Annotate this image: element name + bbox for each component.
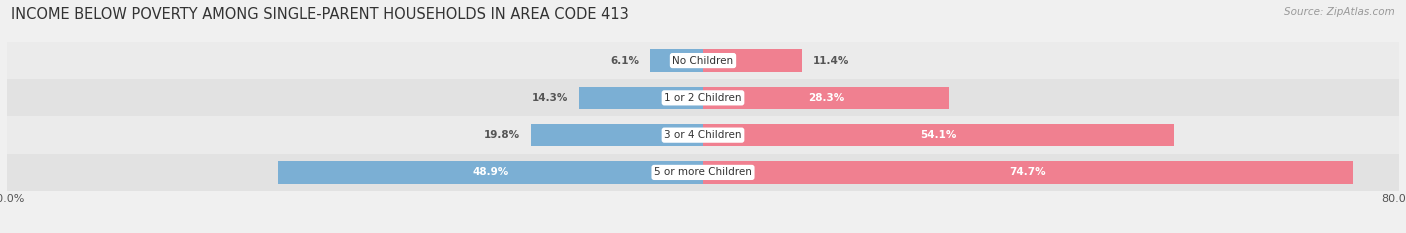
Bar [7,42,1399,79]
Bar [703,87,949,109]
Bar [703,161,1353,184]
Text: 14.3%: 14.3% [531,93,568,103]
Text: 48.9%: 48.9% [472,168,509,177]
Bar [7,154,1399,191]
Text: No Children: No Children [672,56,734,65]
Text: 1 or 2 Children: 1 or 2 Children [664,93,742,103]
Text: 11.4%: 11.4% [813,56,849,65]
Text: 28.3%: 28.3% [808,93,844,103]
Text: 3 or 4 Children: 3 or 4 Children [664,130,742,140]
Text: INCOME BELOW POVERTY AMONG SINGLE-PARENT HOUSEHOLDS IN AREA CODE 413: INCOME BELOW POVERTY AMONG SINGLE-PARENT… [11,7,628,22]
Bar [650,49,703,72]
Text: Source: ZipAtlas.com: Source: ZipAtlas.com [1284,7,1395,17]
Bar [277,161,703,184]
Bar [579,87,703,109]
Bar [703,124,1174,146]
Bar [7,116,1399,154]
Text: 19.8%: 19.8% [484,130,520,140]
Bar [7,79,1399,116]
Text: 74.7%: 74.7% [1010,168,1046,177]
Text: 5 or more Children: 5 or more Children [654,168,752,177]
Bar [530,124,703,146]
Bar [703,49,803,72]
Text: 6.1%: 6.1% [610,56,640,65]
Text: 54.1%: 54.1% [920,130,956,140]
